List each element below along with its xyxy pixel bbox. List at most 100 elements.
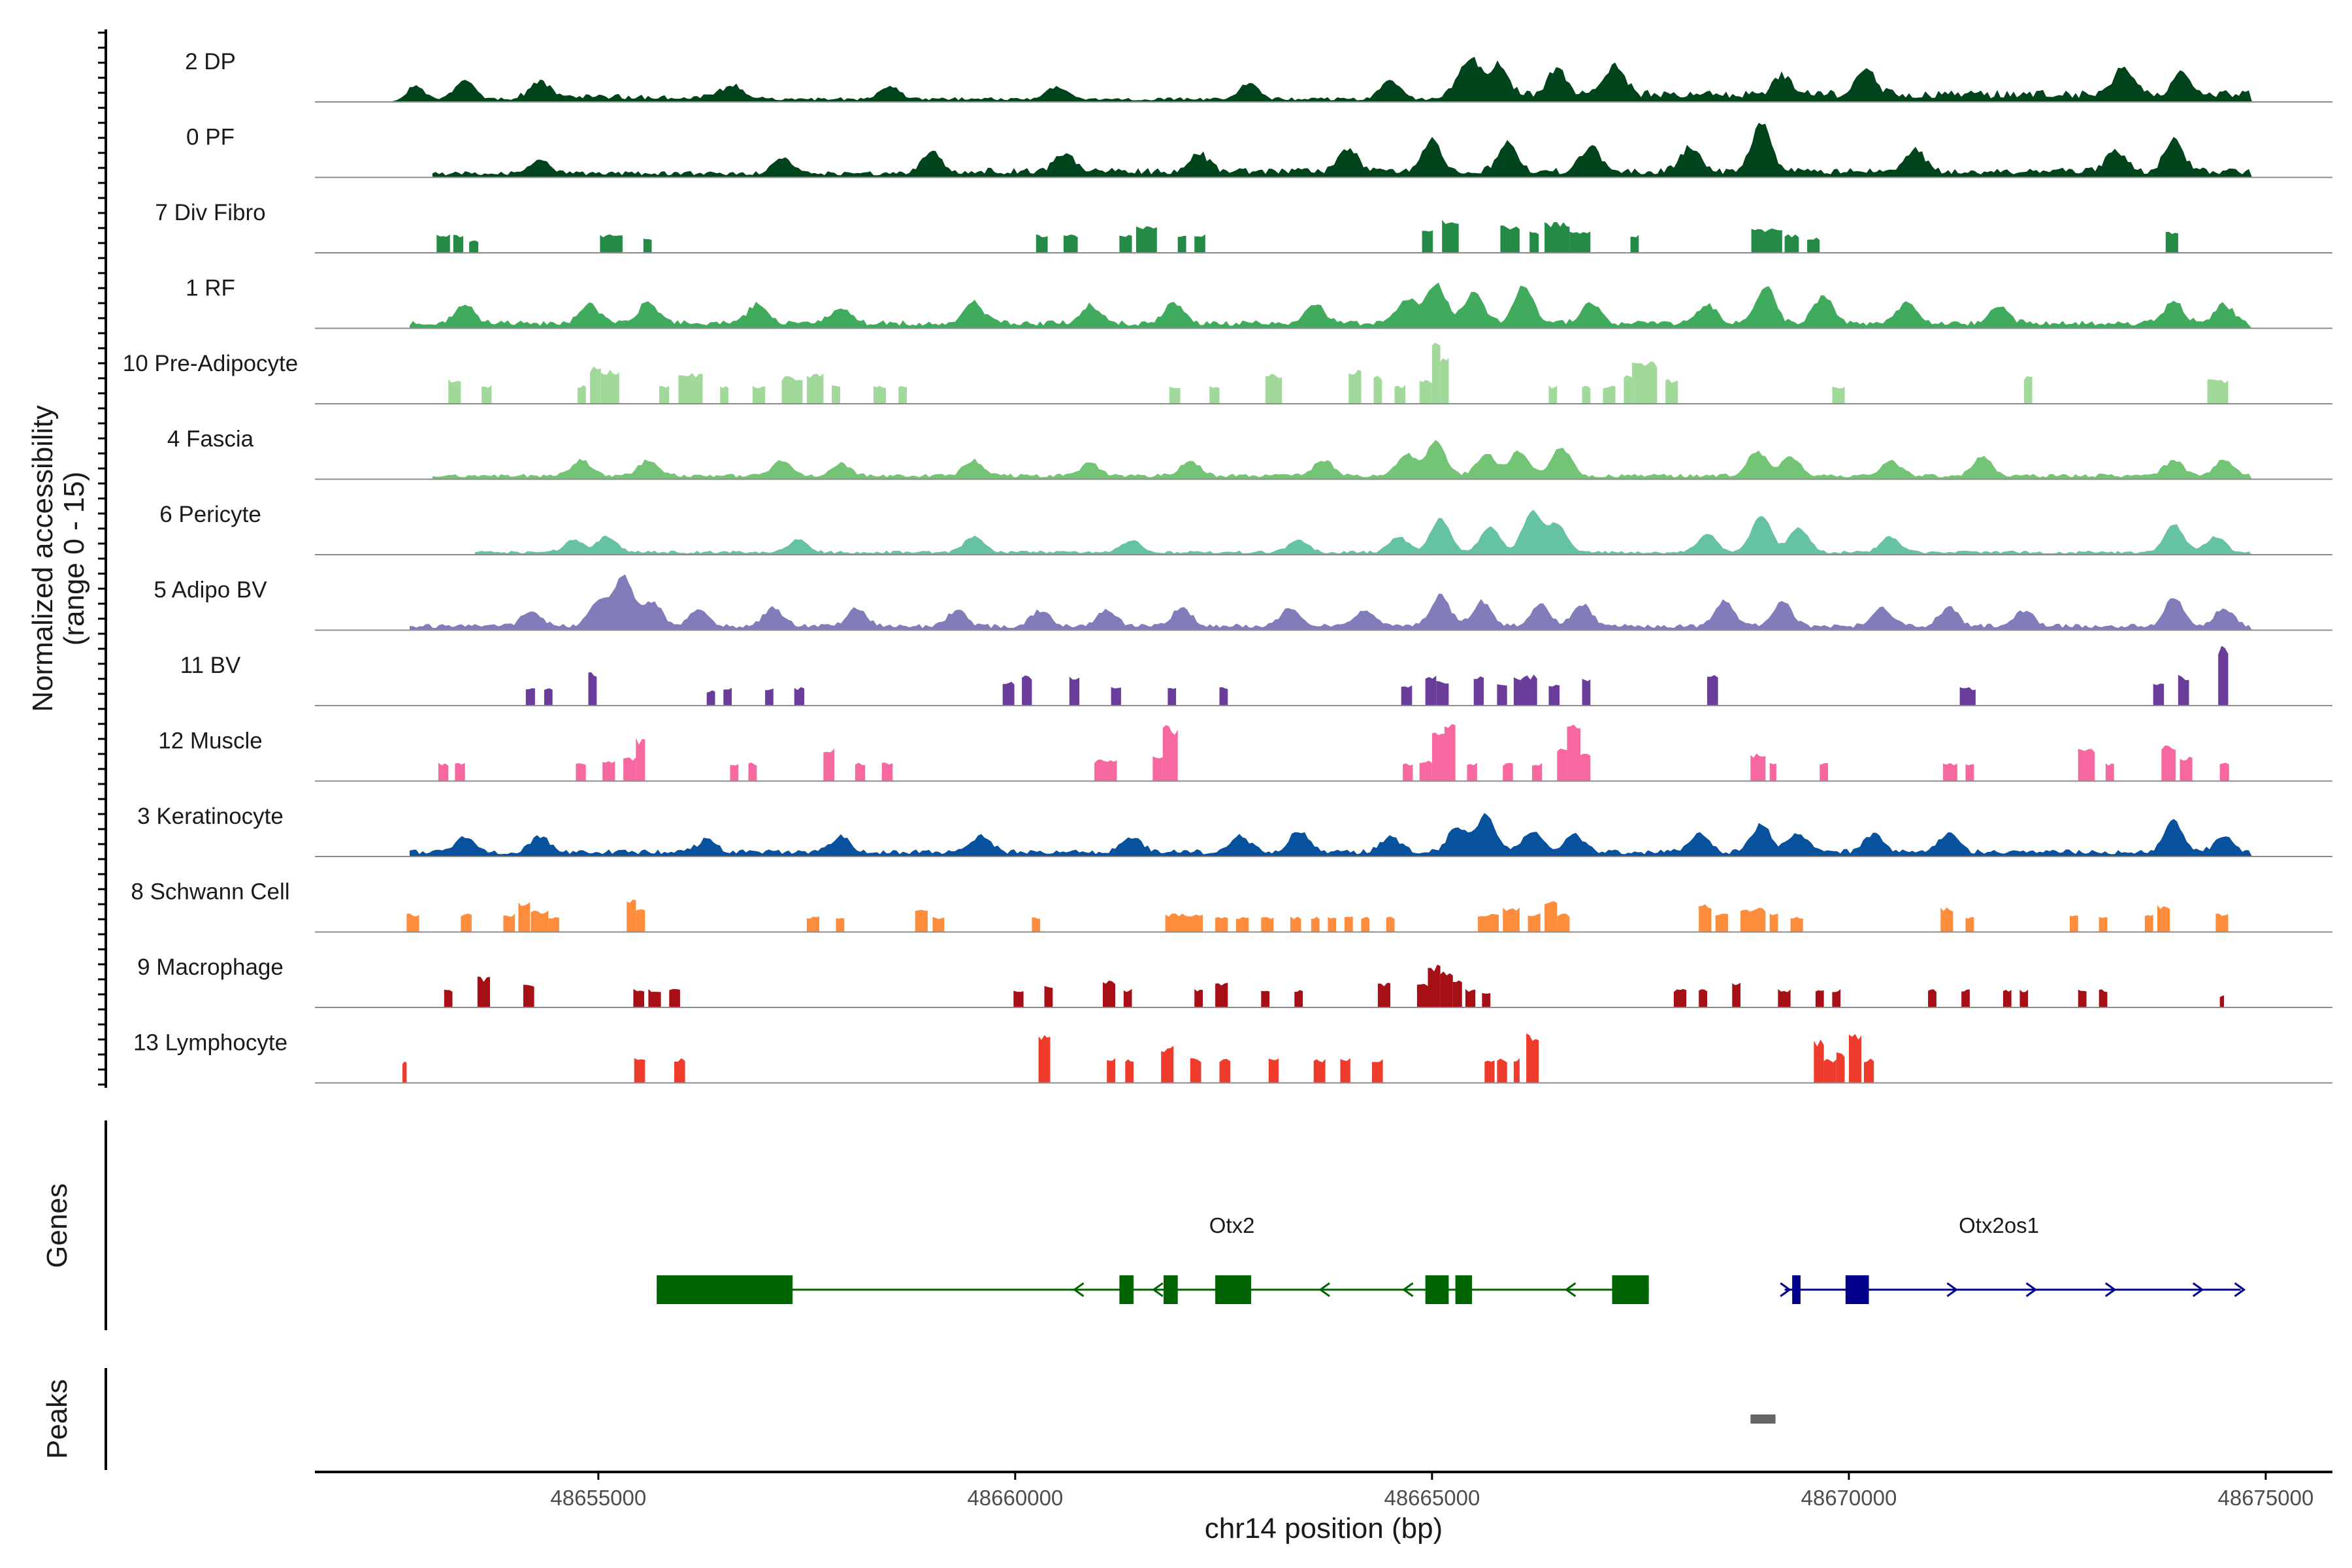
- coverage-block: [1428, 964, 1441, 1007]
- coverage-block: [2215, 913, 2229, 932]
- coverage-block: [588, 672, 597, 706]
- coverage-block: [1503, 907, 1520, 932]
- track-10-pre-adipocyte: 10 Pre-Adipocyte: [123, 342, 2332, 404]
- coverage-area: [410, 813, 2252, 857]
- gene-name-label: Otx2: [1209, 1213, 1255, 1237]
- coverage-block: [1161, 1045, 1174, 1083]
- coverage-block: [1419, 380, 1432, 404]
- coverage-block: [1422, 230, 1433, 253]
- coverage-block: [1503, 762, 1513, 781]
- track-1-rf: 1 RF: [186, 276, 2332, 329]
- track-label: 3 Keratinocyte: [137, 804, 284, 829]
- coverage-block: [1102, 980, 1115, 1007]
- coverage-block: [1219, 1058, 1231, 1083]
- coverage-block: [1436, 681, 1449, 706]
- coverage-block: [1416, 983, 1428, 1007]
- track-7-div-fibro: 7 Div Fibro: [155, 200, 2332, 253]
- coverage-block: [1431, 732, 1445, 781]
- coverage-block: [600, 370, 619, 404]
- coverage-block: [1032, 917, 1041, 932]
- coverage-block: [1152, 756, 1163, 781]
- track-label: 7 Div Fibro: [155, 200, 265, 225]
- coverage-block: [1848, 1034, 1861, 1083]
- coverage-block: [602, 761, 615, 781]
- coverage-block: [1497, 1058, 1507, 1083]
- coverage-block: [898, 385, 907, 404]
- track-label: 2 DP: [185, 49, 236, 74]
- coverage-area: [433, 440, 2252, 480]
- coverage-block: [1168, 688, 1177, 706]
- coverage-block: [765, 688, 774, 706]
- coverage-block: [1328, 917, 1337, 932]
- coverage-block: [1044, 986, 1053, 1007]
- coverage-block: [1361, 917, 1370, 932]
- strand-arrow-icon: [2025, 1282, 2038, 1298]
- coverage-block: [1290, 916, 1301, 932]
- coverage-block: [2161, 745, 2176, 781]
- track-9-macrophage: 9 Macrophage: [137, 955, 2332, 1008]
- x-axis-tick-label: 48665000: [1384, 1486, 1480, 1510]
- coverage-area: [433, 123, 2252, 178]
- x-axis-tick-label: 48675000: [2218, 1486, 2314, 1510]
- coverage-block: [873, 385, 887, 404]
- coverage-block: [1340, 1058, 1350, 1083]
- coverage-block: [1372, 1059, 1383, 1083]
- coverage-block: [1401, 685, 1413, 706]
- coverage-block: [1442, 220, 1459, 253]
- coverage-block: [752, 385, 766, 404]
- strand-arrow-icon: [2234, 1282, 2246, 1298]
- coverage-block: [723, 687, 732, 706]
- coverage-block: [531, 910, 549, 932]
- coverage-block: [2099, 917, 2108, 932]
- coverage-block: [436, 234, 450, 253]
- coverage-block: [1063, 235, 1078, 253]
- coverage-area: [410, 574, 2252, 630]
- strand-arrow-icon: [1780, 1282, 1791, 1298]
- coverage-block: [1513, 674, 1537, 706]
- coverage-block: [1699, 904, 1712, 932]
- coverage-block: [1603, 385, 1616, 404]
- coverage-block: [1478, 913, 1499, 932]
- coverage-block: [1580, 753, 1591, 781]
- coverage-block: [781, 376, 803, 404]
- coverage-area: [475, 510, 2252, 555]
- coverage-block: [1815, 990, 1824, 1007]
- coverage-block: [2070, 915, 2078, 932]
- coverage-block: [1715, 913, 1728, 932]
- gene-exon: [1215, 1275, 1251, 1304]
- coverage-block: [1557, 913, 1570, 932]
- coverage-block: [1965, 764, 1974, 781]
- coverage-block: [1548, 385, 1558, 404]
- coverage-block: [1836, 1052, 1845, 1083]
- coverage-area: [390, 57, 2252, 102]
- coverage-block: [706, 690, 715, 706]
- coverage-block: [1630, 235, 1639, 253]
- strand-arrow-icon: [1318, 1282, 1330, 1298]
- coverage-block: [1209, 385, 1220, 404]
- x-axis-label: chr14 position (bp): [1205, 1512, 1443, 1544]
- coverage-block: [448, 379, 461, 404]
- coverage-area: [410, 282, 2252, 329]
- gene-otx2os1: Otx2os1: [1780, 1213, 2246, 1304]
- coverage-block: [1125, 1059, 1134, 1083]
- gene-exon: [1845, 1275, 1869, 1304]
- coverage-block: [1928, 989, 1936, 1007]
- coverage-block: [1820, 762, 1828, 781]
- coverage-block: [2003, 990, 2012, 1007]
- coverage-block: [518, 902, 531, 932]
- coverage-block: [855, 762, 866, 781]
- coverage-block: [1751, 228, 1782, 253]
- coverage-block: [1473, 676, 1484, 706]
- track-8-schwann-cell: 8 Schwann Cell: [131, 879, 2332, 933]
- gene-exon: [657, 1275, 793, 1304]
- coverage-block: [1673, 988, 1687, 1007]
- coverage-block: [1069, 676, 1080, 706]
- coverage-block: [1467, 762, 1477, 781]
- gene-exon: [1455, 1275, 1473, 1304]
- coverage-block: [1094, 759, 1117, 781]
- coverage-block: [1943, 762, 1957, 781]
- coverage-block: [1484, 1060, 1495, 1083]
- coverage-block: [1107, 1058, 1115, 1083]
- peaks-track: [1750, 1414, 1776, 1424]
- coverage-block: [1419, 760, 1432, 781]
